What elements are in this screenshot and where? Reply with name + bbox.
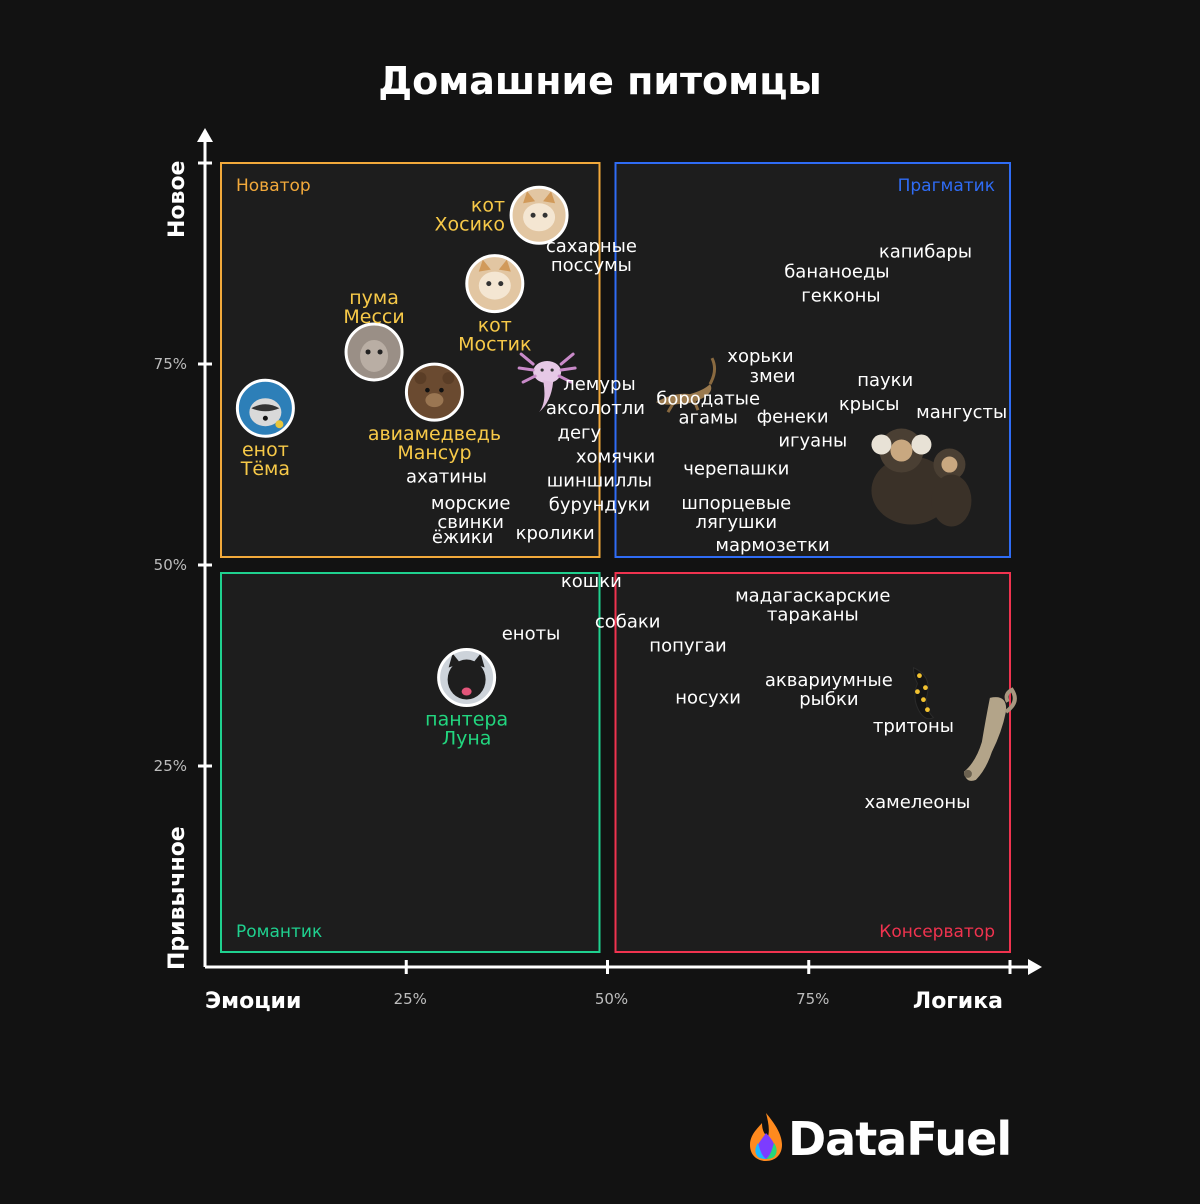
point-label: черепашки <box>683 459 789 480</box>
pictures-layer <box>517 352 1017 781</box>
puma-icon <box>344 322 404 382</box>
point-label: еноты <box>502 623 561 644</box>
highlight-point: кот Хосико <box>435 185 569 245</box>
highlight-point: кот Мостик <box>458 254 531 356</box>
chameleon-icon <box>963 687 1017 781</box>
quadrant-frame <box>614 572 1011 953</box>
quadrant-label: Романтик <box>236 922 322 942</box>
x-axis-arrow <box>1028 959 1042 975</box>
raccoon-icon <box>235 378 295 438</box>
x-axis-label-right: Логика <box>913 989 1003 1014</box>
point-label: пауки <box>857 370 913 391</box>
point-label: мангусты <box>916 402 1007 423</box>
highlight-label: пантера Луна <box>425 709 508 750</box>
point-label: гекконы <box>801 286 880 307</box>
point-label: ёжики <box>432 527 494 548</box>
point-label: бананоеды <box>784 262 889 283</box>
y-axis-arrow <box>197 128 213 142</box>
quadrant-label: Консерватор <box>879 922 995 942</box>
quadrant-label: Новатор <box>236 176 311 196</box>
point-label: ахатины <box>406 467 487 488</box>
quadrant-label: Прагматик <box>898 176 995 196</box>
point-label: дегу <box>558 422 602 443</box>
axolotl-icon <box>517 352 577 413</box>
point-label: аксолотли <box>546 398 645 419</box>
highlight-label: кот Хосико <box>435 194 506 235</box>
panther-icon <box>437 648 497 708</box>
point-label: мармозетки <box>715 535 829 556</box>
highlight-label: пума Месси <box>343 287 404 328</box>
point-label: бурундуки <box>549 495 650 516</box>
quadrant-frame <box>220 572 601 953</box>
point-label: сахарные поссумы <box>546 236 637 276</box>
bear-icon <box>404 362 464 422</box>
highlight-label: енот Тёма <box>240 439 290 480</box>
cat-icon <box>465 254 525 314</box>
y-tick-label: 75% <box>154 355 187 373</box>
quadrants-layer: Новатор Прагматик Романтик Консерватор <box>220 162 1011 953</box>
axes-layer: 25% 50% 75% 25% 50% 75% Эмоции Логика Новое Привы… <box>154 128 1042 1014</box>
point-label: змеи <box>750 366 796 387</box>
chart-title: Домашние питомцы <box>378 59 822 103</box>
x-tick-label: 25% <box>394 990 427 1008</box>
point-label: шпорцевые лягушки <box>681 493 791 533</box>
point-label: шиншиллы <box>547 471 652 492</box>
point-label: лемуры <box>563 374 635 395</box>
point-label: морские свинки <box>431 493 511 533</box>
point-label: игуаны <box>778 430 847 451</box>
point-label: попугаи <box>649 635 726 656</box>
newt-icon <box>912 666 935 720</box>
point-label: кролики <box>516 523 595 544</box>
point-label: хомячки <box>576 446 655 467</box>
x-axis-label-left: Эмоции <box>205 989 301 1014</box>
y-tick-label: 25% <box>154 757 187 775</box>
brand-logo: DataFuel <box>750 1112 1012 1166</box>
point-label: носухи <box>675 688 741 709</box>
point-label: тритоны <box>873 716 954 737</box>
x-tick-label: 50% <box>595 990 628 1008</box>
highlights-layer: кот Хосико кот Мостик пума Месси авиамедведь Ма… <box>235 185 569 750</box>
highlight-point: авиамедведь Мансур <box>368 362 501 464</box>
y-axis-label-bottom: Привычное <box>165 826 190 970</box>
x-tick-label: 75% <box>796 990 829 1008</box>
highlight-label: кот Мостик <box>458 315 531 356</box>
flame-icon <box>750 1113 782 1161</box>
point-label: бородатые агамы <box>656 389 760 429</box>
y-axis-label-top: Новое <box>165 161 190 238</box>
lizard-icon <box>655 357 717 413</box>
quadrant-3: Романтик <box>220 572 601 953</box>
cat-icon <box>509 185 569 245</box>
point-label: хамелеоны <box>864 792 970 813</box>
y-tick-label: 50% <box>154 556 187 574</box>
point-label: фенеки <box>757 406 829 427</box>
highlight-point: енот Тёма <box>235 378 295 480</box>
highlight-point: пантера Луна <box>425 648 508 750</box>
highlight-label: авиамедведь Мансур <box>368 423 501 464</box>
point-label: крысы <box>839 394 900 415</box>
point-label: кошки <box>561 571 622 592</box>
point-label: капибары <box>879 241 972 262</box>
marmoset-icon <box>871 428 972 527</box>
point-label: аквариумные рыбки <box>765 670 893 710</box>
point-label: хорьки <box>727 346 793 367</box>
highlight-point: пума Месси <box>343 287 405 382</box>
quadrant-4: Консерватор <box>614 572 1011 953</box>
point-label: собаки <box>595 611 661 632</box>
brand-name: DataFuel <box>788 1112 1011 1166</box>
point-label: мадагаскарские тараканы <box>735 586 890 626</box>
